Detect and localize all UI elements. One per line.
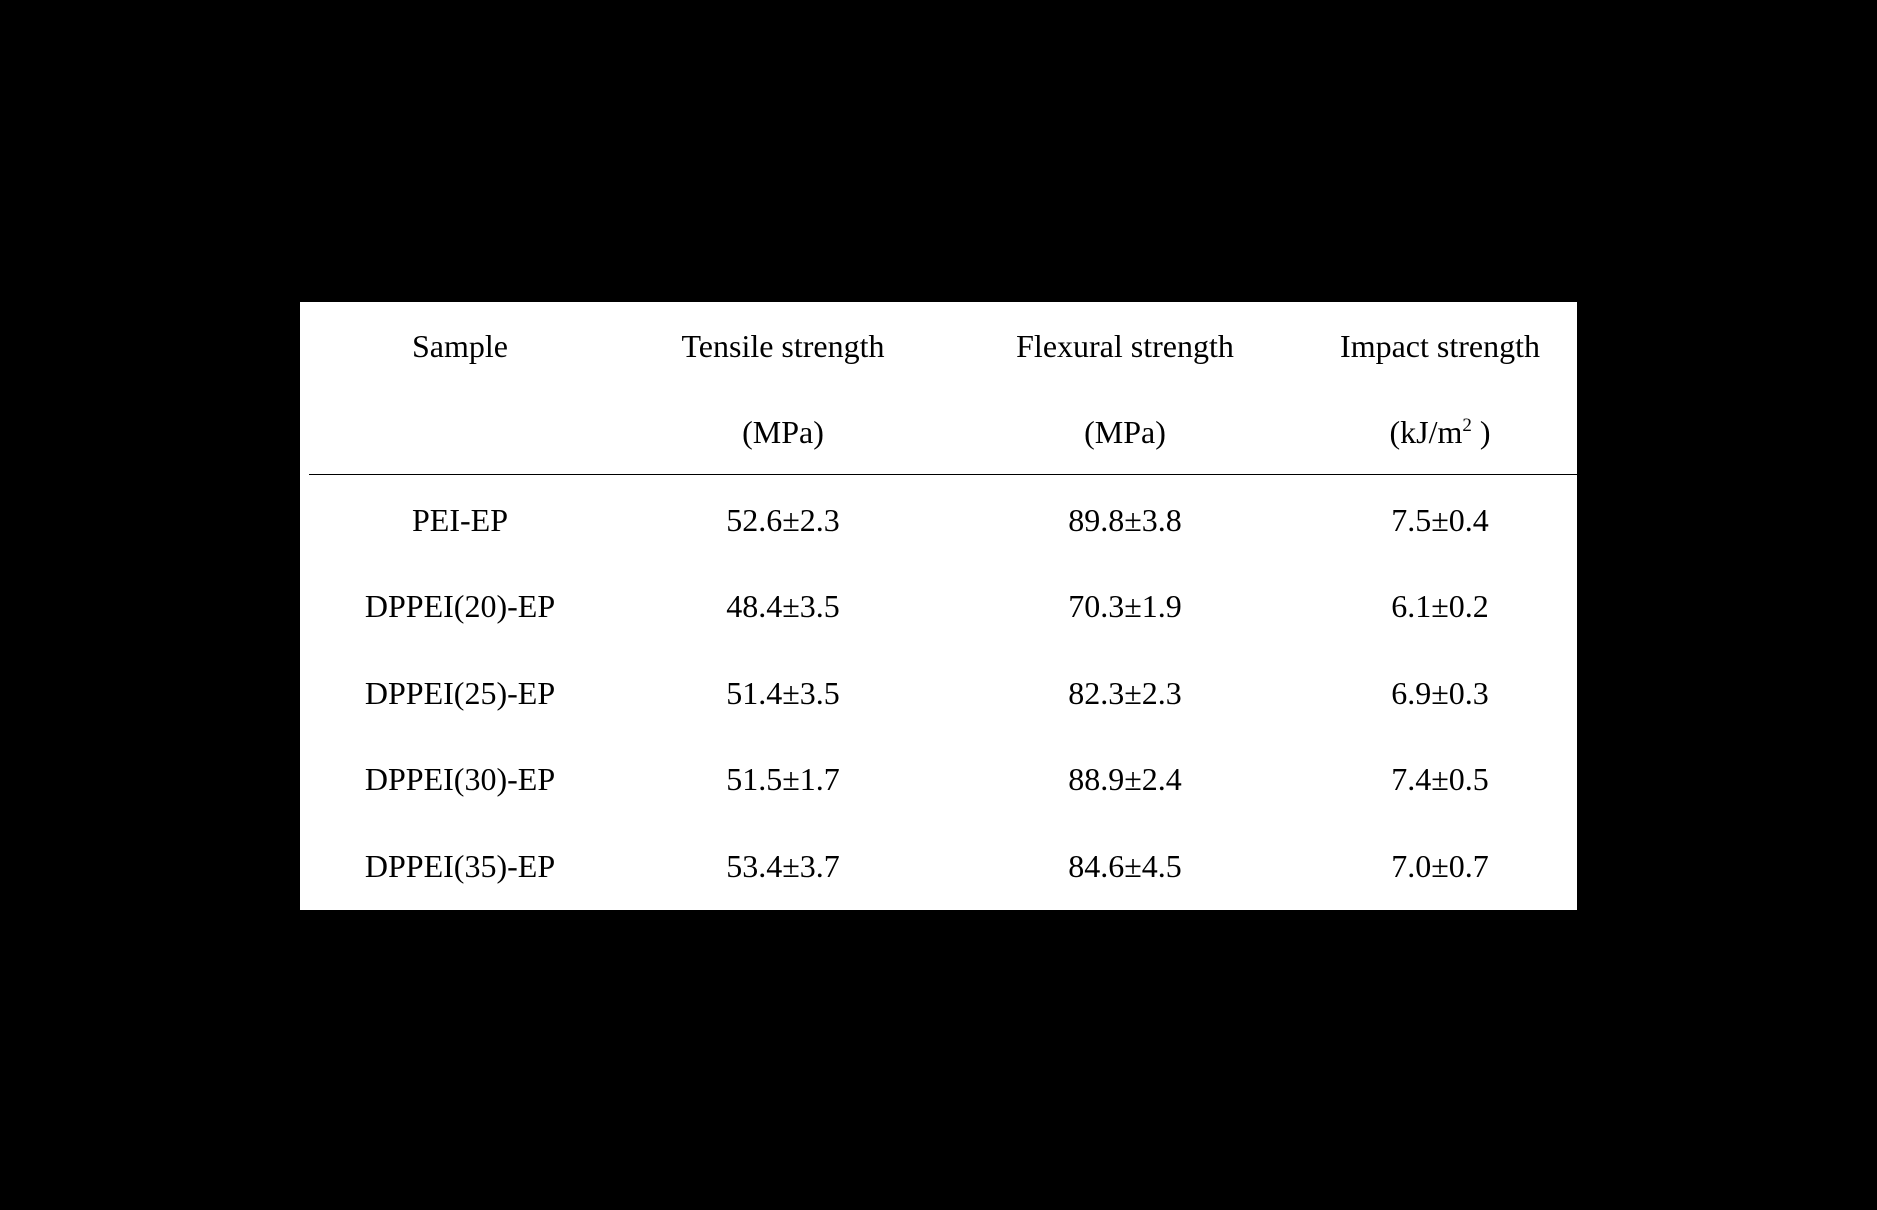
cell-sample: DPPEI(25)-EP — [364, 675, 556, 711]
header-tensile-unit: (MPa) — [742, 414, 824, 450]
cell-flexural: 84.6±4.5 — [1068, 848, 1182, 884]
header-flexural-strength: Flexural strength — [1016, 328, 1234, 364]
header-flexural-unit: (MPa) — [1084, 414, 1166, 450]
cell-sample: DPPEI(35)-EP — [364, 848, 556, 884]
cell-impact: 7.4±0.5 — [1391, 761, 1489, 797]
cell-impact: 7.5±0.4 — [1391, 502, 1489, 538]
header-tensile-strength: Tensile strength — [681, 328, 885, 364]
cell-sample: PEI-EP — [412, 502, 508, 538]
cell-flexural: 88.9±2.4 — [1068, 761, 1182, 797]
cell-tensile: 52.6±2.3 — [726, 502, 840, 538]
cell-sample: DPPEI(20)-EP — [364, 588, 556, 624]
cell-sample: DPPEI(30)-EP — [364, 761, 556, 797]
cell-tensile: 48.4±3.5 — [726, 588, 840, 624]
cell-tensile: 51.5±1.7 — [726, 761, 840, 797]
data-table: Sample Tensile strength Flexural strengt… — [300, 302, 1577, 910]
header-impact-strength: Impact strength — [1340, 328, 1540, 364]
header-impact-unit: (kJ/m2 ) — [1389, 414, 1491, 450]
cell-impact: 6.1±0.2 — [1391, 588, 1489, 624]
cell-impact: 6.9±0.3 — [1391, 675, 1489, 711]
cell-flexural: 89.8±3.8 — [1068, 502, 1182, 538]
cell-flexural: 82.3±2.3 — [1068, 675, 1182, 711]
cell-tensile: 53.4±3.7 — [726, 848, 840, 884]
header-divider — [309, 474, 1577, 475]
cell-flexural: 70.3±1.9 — [1068, 588, 1182, 624]
header-sample: Sample — [412, 328, 508, 364]
cell-tensile: 51.4±3.5 — [726, 675, 840, 711]
cell-impact: 7.0±0.7 — [1391, 848, 1489, 884]
